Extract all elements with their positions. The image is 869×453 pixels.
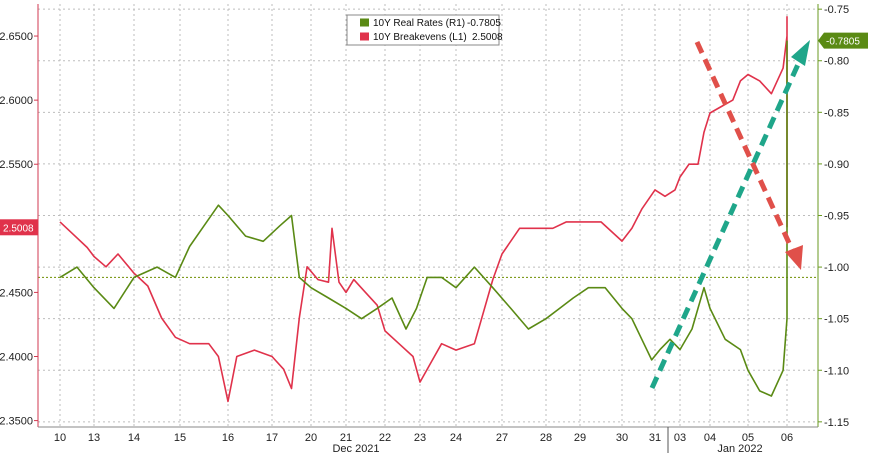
series-layer xyxy=(59,16,788,403)
green-trend-arrow xyxy=(649,58,803,390)
x-tick-label: 04 xyxy=(704,432,716,444)
x-tick-label: 06 xyxy=(781,432,793,444)
x-tick-label: 15 xyxy=(174,432,186,444)
x-tick-label: 29 xyxy=(574,432,586,444)
right-tick-label: -0.90 xyxy=(824,159,849,171)
x-tick-label: 23 xyxy=(414,432,426,444)
x-tick-label: 14 xyxy=(128,432,140,444)
right-tick-label: -0.75 xyxy=(824,4,849,16)
right-last-value-badge xyxy=(818,32,868,49)
series-real-rates-line xyxy=(59,40,788,397)
x-tick-label: 13 xyxy=(88,432,100,444)
x-tick-label: 16 xyxy=(222,432,234,444)
right-tick-label: -1.05 xyxy=(824,314,849,326)
series-breakevens-line xyxy=(59,16,788,403)
x-tick-label: 27 xyxy=(496,432,508,444)
left-tick-label: 2.6000 xyxy=(0,95,33,107)
legend-swatch-real-rates xyxy=(360,18,369,27)
right-axis: -0.75 -0.80 -0.85 -0.90 -0.95 -1.00 -1.05 -1.10… xyxy=(818,4,868,429)
right-tick-label: -1.00 xyxy=(824,262,849,274)
right-tick-label: -1.10 xyxy=(824,365,849,377)
annotation-arrows xyxy=(649,40,810,390)
left-tick-label: 2.5500 xyxy=(0,159,33,171)
green-arrowhead-icon xyxy=(791,40,810,66)
legend-label-real-rates: 10Y Real Rates (R1) xyxy=(373,18,465,29)
x-tick-label: 10 xyxy=(54,432,66,444)
x-group-label-dec-2021: Dec 2021 xyxy=(332,443,379,453)
x-tick-label: 17 xyxy=(266,432,278,444)
red-arrowhead-icon xyxy=(785,245,803,270)
x-tick-label: 22 xyxy=(379,432,391,444)
right-tick-label: -0.80 xyxy=(824,56,849,68)
right-tick-label: -0.85 xyxy=(824,107,849,119)
left-last-value-label: 2.5008 xyxy=(3,223,34,234)
legend-value-real-rates: -0.7805 xyxy=(467,18,501,29)
legend-value-breakevens: 2.5008 xyxy=(472,32,503,43)
left-tick-label: 2.4000 xyxy=(0,352,33,364)
x-group-label-jan-2022: Jan 2022 xyxy=(717,443,762,453)
left-axis: 2.6500 2.6000 2.5500 2.4500 2.4000 2.3500 2.50… xyxy=(0,31,38,428)
x-tick-label: 03 xyxy=(674,432,686,444)
x-axis: 10 13 14 15 16 17 20 21 22 23 24 27 28 29 30 31 03 04 05 06… xyxy=(54,432,793,453)
left-last-value-badge xyxy=(0,219,38,236)
legend-label-breakevens: 10Y Breakevens (L1) xyxy=(373,32,467,43)
x-tick-label: 30 xyxy=(616,432,628,444)
x-tick-label: 24 xyxy=(450,432,462,444)
right-last-value-label: -0.7805 xyxy=(826,37,860,48)
legend-swatch-breakevens xyxy=(360,32,369,41)
x-tick-label: 28 xyxy=(540,432,552,444)
x-tick-label: 31 xyxy=(649,432,661,444)
x-tick-label: 20 xyxy=(305,432,317,444)
left-tick-label: 2.6500 xyxy=(0,31,33,43)
right-tick-label: -1.15 xyxy=(824,417,849,429)
red-trend-arrow xyxy=(694,40,798,258)
left-tick-label: 2.3500 xyxy=(0,416,33,428)
legend: 10Y Real Rates (R1) -0.7805 10Y Breakeve… xyxy=(346,14,503,46)
legend-box xyxy=(346,14,500,46)
left-tick-label: 2.4500 xyxy=(0,287,33,299)
x-tick-label: 21 xyxy=(340,432,352,444)
x-tick-label: 05 xyxy=(742,432,754,444)
grid-layer xyxy=(38,4,818,427)
right-tick-label: -0.95 xyxy=(824,211,849,223)
